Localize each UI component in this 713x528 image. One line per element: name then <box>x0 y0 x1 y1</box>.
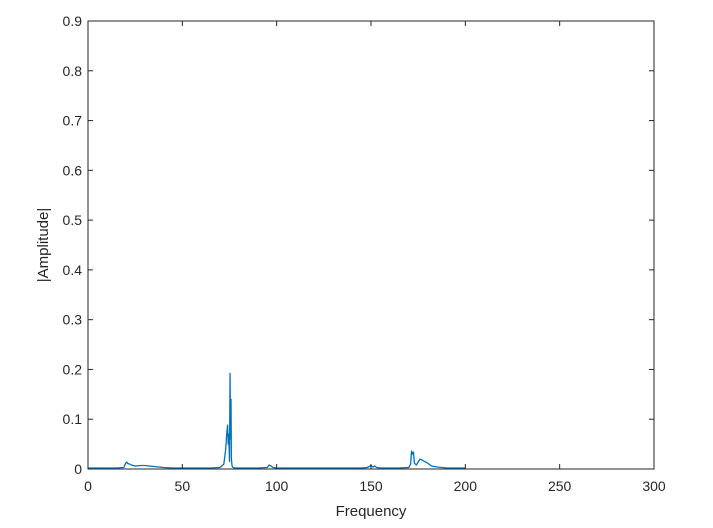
y-ticks: 0 0.1 0.2 0.3 0.4 0.5 0.6 0.7 0.8 0.9 <box>63 13 654 477</box>
y-tick-label: 0.8 <box>63 63 83 79</box>
x-tick-label: 200 <box>454 478 478 494</box>
y-tick-label: 0.3 <box>63 312 83 328</box>
x-axis-label: Frequency <box>336 503 407 520</box>
y-tick-label: 0 <box>74 461 82 477</box>
y-axis-label: |Amplitude| <box>35 208 52 283</box>
series-line-0 <box>88 372 466 469</box>
x-tick-label: 50 <box>175 478 191 494</box>
x-tick-label: 150 <box>359 478 383 494</box>
plot-box <box>87 20 655 470</box>
plot-background <box>88 21 654 469</box>
x-tick-label: 300 <box>642 478 666 494</box>
y-tick-label: 0.6 <box>63 162 83 178</box>
y-tick-label: 0.1 <box>63 411 83 427</box>
x-tick-label: 100 <box>265 478 289 494</box>
y-tick-label: 0.5 <box>63 212 83 228</box>
x-tick-label: 0 <box>84 478 92 494</box>
x-tick-label: 250 <box>548 478 572 494</box>
series-layer <box>88 372 466 469</box>
y-tick-label: 0.2 <box>63 361 83 377</box>
y-tick-label: 0.4 <box>63 262 83 278</box>
y-tick-label: 0.9 <box>63 13 83 29</box>
y-tick-label: 0.7 <box>63 113 83 129</box>
